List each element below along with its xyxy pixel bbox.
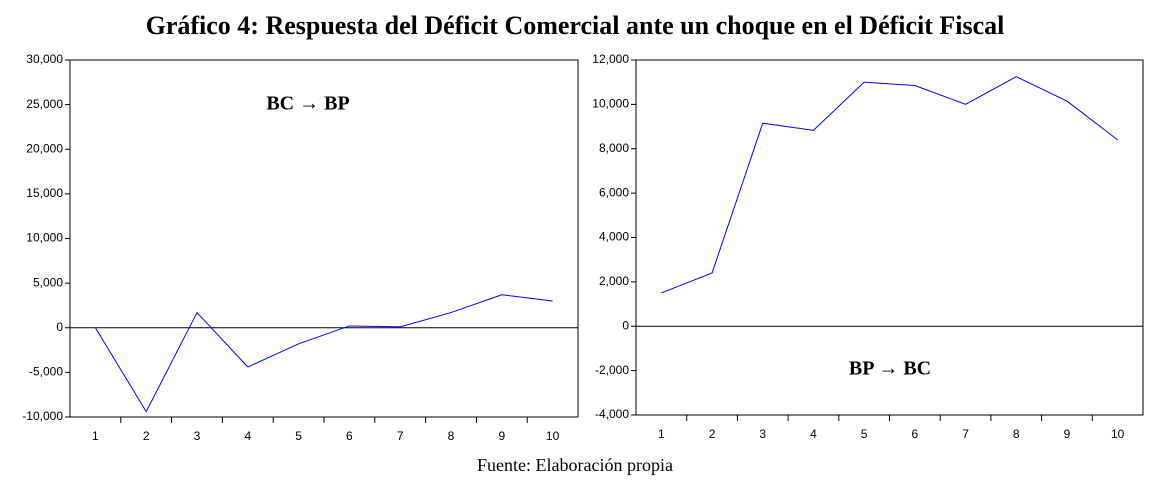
data-line [661, 76, 1118, 294]
x-tick-label: 4 [244, 429, 251, 443]
annotation: BP → BC [849, 358, 931, 380]
data-line [94, 294, 553, 413]
x-tick-label: 5 [861, 427, 868, 441]
x-tick-label: 10 [1111, 427, 1125, 441]
y-tick-label: 12,000 [592, 52, 629, 66]
x-tick-label: 9 [498, 429, 505, 443]
y-tick-label: -2,000 [595, 363, 629, 377]
y-tick-label: 6,000 [599, 185, 629, 199]
x-tick-label: 7 [962, 427, 969, 441]
y-tick-label: 15,000 [26, 186, 63, 200]
x-tick-label: 4 [810, 427, 817, 441]
x-tick-label: 10 [546, 429, 560, 443]
y-tick-label: 0 [622, 318, 629, 332]
x-tick-label: 6 [912, 427, 919, 441]
y-tick-label: 20,000 [26, 141, 63, 155]
y-tick-label: 5,000 [33, 275, 63, 289]
y-tick-label: 30,000 [26, 52, 63, 66]
y-tick-label: 25,000 [26, 97, 63, 111]
x-tick-label: 8 [448, 429, 455, 443]
x-tick-label: 7 [397, 429, 404, 443]
y-tick-label: -10,000 [22, 409, 63, 423]
y-tick-label: 8,000 [599, 141, 629, 155]
x-tick-label: 9 [1064, 427, 1071, 441]
x-tick-label: 2 [709, 427, 716, 441]
x-tick-label: 2 [143, 429, 150, 443]
x-tick-label: 1 [658, 427, 665, 441]
y-tick-label: 10,000 [26, 231, 63, 245]
x-tick-label: 8 [1013, 427, 1020, 441]
y-tick-label: 4,000 [599, 230, 629, 244]
x-tick-label: 6 [346, 429, 353, 443]
y-tick-label: 10,000 [592, 97, 629, 111]
x-tick-label: 1 [92, 429, 99, 443]
y-tick-label: -4,000 [595, 407, 629, 421]
x-tick-label: 3 [194, 429, 201, 443]
x-tick-label: 3 [759, 427, 766, 441]
annotation: BC → BP [266, 93, 349, 115]
y-tick-label: 2,000 [599, 274, 629, 288]
source-note: Fuente: Elaboración propia [477, 455, 673, 475]
y-tick-label: 0 [56, 320, 63, 334]
y-tick-label: -5,000 [29, 365, 63, 379]
figure-title: Gráfico 4: Respuesta del Déficit Comerci… [146, 11, 1005, 40]
x-tick-label: 5 [295, 429, 302, 443]
